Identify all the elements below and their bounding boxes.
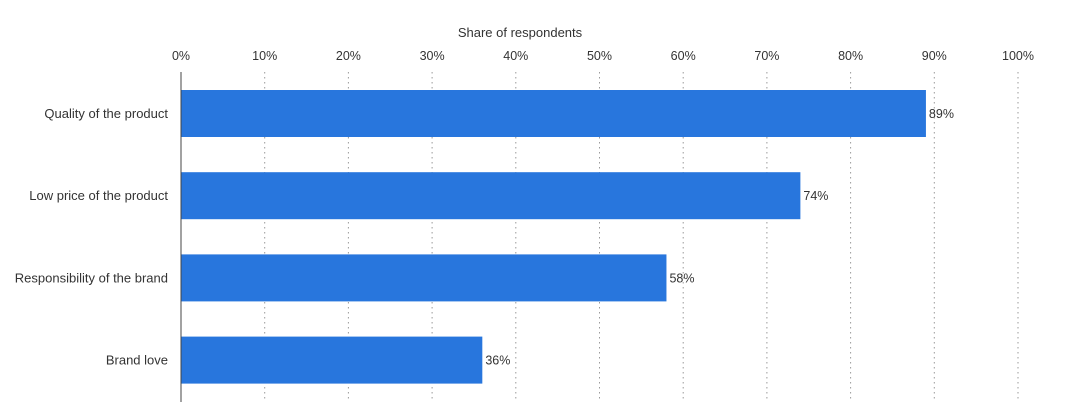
category-label: Low price of the product xyxy=(29,188,168,203)
data-label: 36% xyxy=(485,354,510,368)
x-tick-label: 10% xyxy=(252,49,277,63)
x-tick-label: 20% xyxy=(336,49,361,63)
data-label: 89% xyxy=(929,107,954,121)
bar xyxy=(181,90,926,137)
x-tick-label: 90% xyxy=(922,49,947,63)
data-labels: 89% 74% 58% 36% xyxy=(485,107,954,368)
data-label: 58% xyxy=(669,271,694,285)
x-tick-label: 0% xyxy=(172,49,190,63)
x-tick-label: 30% xyxy=(420,49,445,63)
x-tick-label: 40% xyxy=(503,49,528,63)
x-tick-label: 50% xyxy=(587,49,612,63)
x-tick-label: 70% xyxy=(754,49,779,63)
x-axis-title: Share of respondents xyxy=(458,25,583,40)
x-tick-label: 60% xyxy=(671,49,696,63)
category-label: Quality of the product xyxy=(44,106,168,121)
category-label: Responsibility of the brand xyxy=(15,270,168,285)
bar xyxy=(181,336,483,384)
bar xyxy=(181,172,801,220)
x-tick-label: 80% xyxy=(838,49,863,63)
x-tick-label: 100% xyxy=(1002,49,1034,63)
bar xyxy=(181,254,667,302)
data-label: 74% xyxy=(803,189,828,203)
category-label: Brand love xyxy=(106,353,168,368)
x-axis-ticks: 0% 10% 20% 30% 40% 50% 60% 70% 80% 90% 100% xyxy=(172,49,1034,63)
category-labels: Quality of the product Low price of the p… xyxy=(15,106,169,368)
bars xyxy=(181,90,926,384)
